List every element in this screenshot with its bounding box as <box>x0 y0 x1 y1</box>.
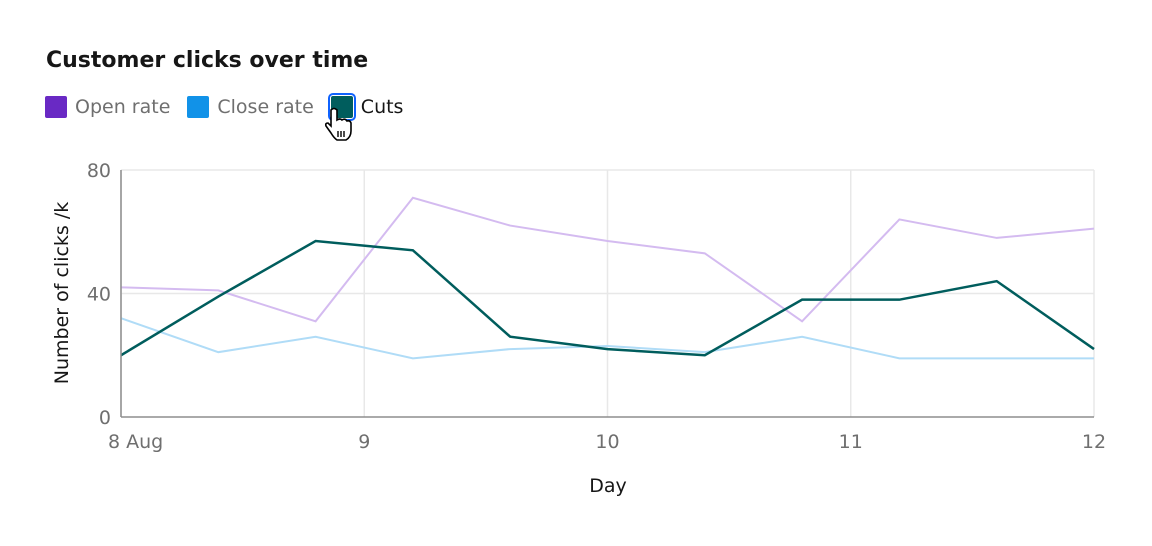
hand-cursor-icon <box>324 107 352 141</box>
x-tick-label: 9 <box>358 431 370 453</box>
x-tick-label: 8 Aug <box>108 431 163 453</box>
legend-label: Open rate <box>75 96 171 118</box>
y-tick-label: 40 <box>87 284 111 306</box>
series-line-open-rate <box>120 196 1095 323</box>
legend-swatch <box>187 96 210 118</box>
legend-label: Close rate <box>217 96 314 118</box>
series-line-cuts <box>120 239 1095 357</box>
legend: Open rate Close rate Cuts <box>45 93 420 121</box>
chart-title: Customer clicks over time <box>46 48 369 73</box>
x-axis-label: Day <box>589 475 627 497</box>
series-line-close-rate <box>120 317 1094 360</box>
x-tick-label: 10 <box>595 431 619 453</box>
legend-swatch <box>45 96 67 118</box>
legend-item-open-rate[interactable]: Open rate <box>45 96 170 118</box>
legend-item-close-rate[interactable]: Close rate <box>187 96 314 118</box>
x-tick-label: 12 <box>1082 431 1106 453</box>
y-tick-label: 0 <box>99 407 111 429</box>
x-tick-label: 11 <box>839 431 863 453</box>
y-axis-label: Number of clicks /k <box>51 202 73 385</box>
legend-label: Cuts <box>360 96 404 118</box>
y-tick-label: 80 <box>87 160 111 182</box>
